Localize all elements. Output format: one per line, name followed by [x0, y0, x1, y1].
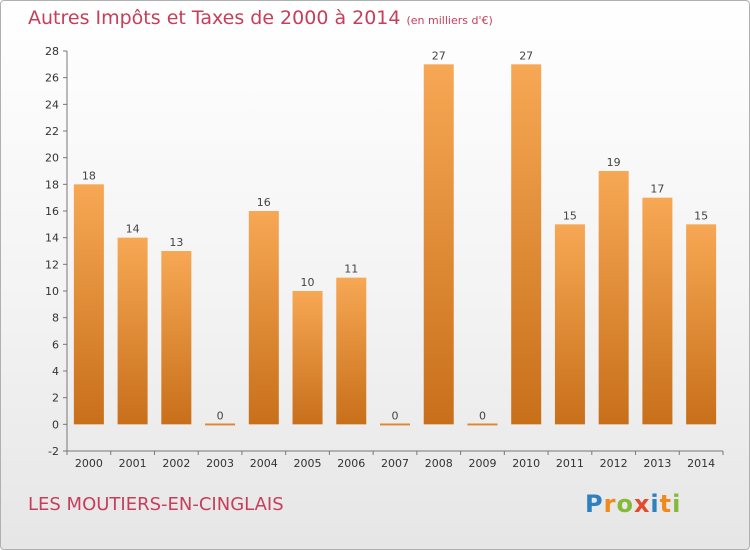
y-tick-label: 12: [45, 258, 59, 271]
bar-2011: [554, 224, 585, 425]
bar-2001: [117, 237, 148, 425]
data-label-2011: 15: [563, 209, 577, 222]
data-label-2005: 10: [301, 276, 315, 289]
x-tick-label: 2008: [425, 457, 453, 470]
bar-2004: [248, 211, 279, 425]
commune-name: LES MOUTIERS-EN-CINGLAIS: [28, 494, 284, 515]
x-tick-label: 2009: [468, 457, 496, 470]
x-tick-label: 2003: [206, 457, 234, 470]
data-label-2008: 27: [432, 49, 446, 62]
y-tick-label: 28: [45, 45, 59, 58]
data-label-2014: 15: [694, 209, 708, 222]
bar-2005: [292, 291, 323, 425]
x-tick-label: 2005: [294, 457, 322, 470]
logo-letter: x: [633, 490, 651, 518]
y-tick-label: 2: [52, 392, 59, 405]
data-label-2009: 0: [479, 409, 486, 422]
data-label-2007: 0: [392, 409, 399, 422]
x-tick-label: 2000: [75, 457, 103, 470]
bar-2000: [73, 184, 104, 425]
y-tick-label: 14: [45, 232, 59, 245]
x-tick-label: 2010: [512, 457, 540, 470]
bar-2012: [598, 171, 629, 425]
x-tick-label: 2002: [162, 457, 190, 470]
x-tick-label: 2013: [643, 457, 671, 470]
data-label-2010: 27: [519, 49, 533, 62]
x-tick-label: 2004: [250, 457, 278, 470]
logo-letter: t: [659, 490, 673, 518]
data-label-2012: 19: [607, 156, 621, 169]
bar-2014: [686, 224, 717, 425]
data-label-2013: 17: [650, 183, 664, 196]
logo-letter: i: [672, 490, 682, 518]
data-label-2002: 13: [169, 236, 183, 249]
chart-title-text: Autres Impôts et Taxes de 2000 à 2014: [28, 7, 401, 29]
y-tick-label: 4: [52, 365, 59, 378]
x-tick-label: 2014: [687, 457, 715, 470]
chart-bars: 18 14 13 0 16 10 11 0 27 0 27 15 19 17 15: [73, 49, 717, 426]
bar-2007: [380, 423, 410, 426]
y-tick-label: 18: [45, 178, 59, 191]
bar-2003: [205, 423, 236, 426]
data-label-2003: 0: [217, 409, 224, 422]
y-tick-label: 10: [45, 285, 59, 298]
x-tick-label: 2012: [600, 457, 628, 470]
bar-2013: [642, 197, 673, 425]
y-tick-label: 16: [45, 205, 59, 218]
bar-2002: [161, 251, 192, 425]
y-tick-label: 6: [52, 338, 59, 351]
chart-title: Autres Impôts et Taxes de 2000 à 2014 (en…: [28, 7, 493, 29]
y-tick-label: -2: [48, 445, 59, 458]
proxiti-logo: Proxiti: [585, 490, 681, 518]
y-tick-label: 22: [45, 125, 59, 138]
y-tick-label: 8: [52, 312, 59, 325]
y-tick-label: 20: [45, 152, 59, 165]
y-tick-label: 0: [52, 418, 59, 431]
logo-letter: r: [603, 490, 617, 518]
x-tick-label: 2006: [337, 457, 365, 470]
chart-subtitle: (en milliers d'€): [406, 14, 493, 27]
logo-letter: P: [585, 490, 604, 518]
logo-letter: o: [616, 490, 634, 518]
x-tick-label: 2001: [119, 457, 147, 470]
bar-2006: [336, 277, 367, 425]
x-tick-label: 2007: [381, 457, 409, 470]
y-tick-label: 24: [45, 98, 59, 111]
y-tick-label: 26: [45, 72, 59, 85]
data-label-2000: 18: [82, 169, 96, 182]
bar-2009: [467, 423, 498, 426]
data-label-2001: 14: [126, 223, 140, 236]
bar-2010: [511, 64, 542, 425]
bar-2008: [423, 64, 454, 425]
x-tick-label: 2011: [556, 457, 584, 470]
logo-letter: i: [650, 490, 660, 518]
data-label-2004: 16: [257, 196, 271, 209]
data-label-2006: 11: [344, 263, 358, 276]
